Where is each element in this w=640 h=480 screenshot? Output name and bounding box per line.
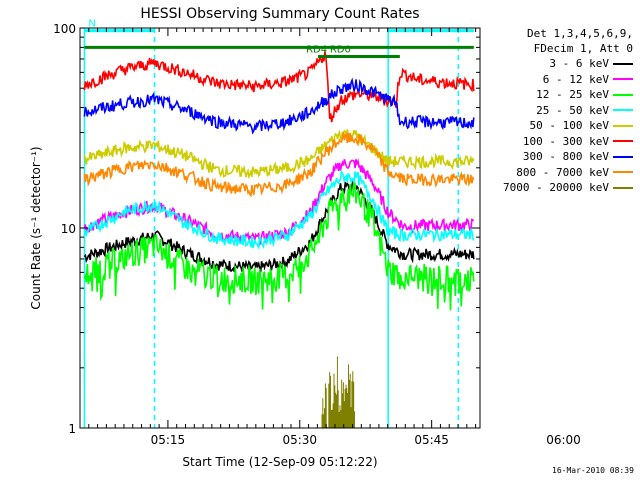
y-tick-label: 10 <box>61 222 76 236</box>
annotation-label-4: RD0 <box>330 45 351 56</box>
legend-entry-label: 6 - 12 keV <box>542 72 609 86</box>
x-axis-label: Start Time (12-Sep-09 05:12:22) <box>182 455 377 469</box>
series-5 <box>83 51 475 123</box>
legend-swatch <box>613 140 633 143</box>
series-6 <box>83 77 475 135</box>
series-8 <box>321 356 355 428</box>
legend-swatch <box>613 93 633 96</box>
legend: Det 1,3,4,5,6,9, FDecim 1, Att 0 3 - 6 k… <box>483 26 633 196</box>
timestamp: 16-Mar-2010 08:39 <box>552 466 634 475</box>
legend-entry-label: 3 - 6 keV <box>549 57 609 71</box>
legend-entry: 25 - 50 keV <box>483 103 633 119</box>
legend-swatch <box>613 155 633 158</box>
x-tick-label: 05:30 <box>282 433 317 447</box>
chart-title: HESSI Observing Summary Count Rates <box>140 6 419 22</box>
legend-entry: 50 - 100 keV <box>483 118 633 134</box>
x-tick-label: 06:00 <box>546 433 581 447</box>
series-4 <box>83 129 475 180</box>
series-line-4 <box>83 129 475 180</box>
legend-entry-label: 300 - 800 keV <box>522 150 609 164</box>
series-line-7 <box>83 132 475 198</box>
y-tick-label: 1 <box>68 422 76 436</box>
series-line-6 <box>83 77 475 135</box>
legend-entry: 3 - 6 keV <box>483 56 633 72</box>
legend-entry-label: 25 - 50 keV <box>536 103 609 117</box>
legend-entry: 6 - 12 keV <box>483 72 633 88</box>
series-line-8 <box>321 356 355 428</box>
legend-entry: 100 - 300 keV <box>483 134 633 150</box>
series-7 <box>83 132 475 198</box>
annotation-label-0: N <box>88 19 95 30</box>
series-3 <box>83 169 475 250</box>
legend-swatch <box>613 186 633 189</box>
series-line-0 <box>83 178 475 273</box>
legend-entry-label: 50 - 100 keV <box>529 119 609 133</box>
series-line-5 <box>83 51 475 123</box>
legend-entry: 7000 - 20000 keV <box>483 180 633 196</box>
x-tick-label: 05:45 <box>414 433 449 447</box>
series-line-3 <box>83 169 475 250</box>
legend-swatch <box>613 78 633 81</box>
legend-entry: 800 - 7000 keV <box>483 165 633 181</box>
legend-swatch <box>613 171 633 174</box>
legend-entry-label: 7000 - 20000 keV <box>503 181 609 195</box>
legend-entry-label: 800 - 7000 keV <box>516 165 609 179</box>
series-0 <box>83 178 475 273</box>
x-tick-label: 05:15 <box>151 433 186 447</box>
series-line-2 <box>83 179 475 311</box>
legend-header-line-1: Det 1,3,4,5,6,9, <box>527 27 633 40</box>
legend-swatch <box>613 124 633 127</box>
legend-entry: 12 - 25 keV <box>483 87 633 103</box>
series-1 <box>83 158 475 247</box>
legend-swatch <box>613 62 633 65</box>
y-axis-label: Count Rate (s⁻¹ detector⁻¹) <box>29 146 43 309</box>
legend-entry: 300 - 800 keV <box>483 149 633 165</box>
series-2 <box>83 179 475 311</box>
y-tick-label: 100 <box>53 22 76 36</box>
legend-header-line-2: FDecim 1, Att 0 <box>533 42 633 55</box>
series-line-1 <box>83 158 475 247</box>
legend-swatch <box>613 109 633 112</box>
legend-entry-label: 100 - 300 keV <box>522 134 609 148</box>
legend-entry-label: 12 - 25 keV <box>536 88 609 102</box>
annotation-label-3: RD4 <box>306 45 327 56</box>
